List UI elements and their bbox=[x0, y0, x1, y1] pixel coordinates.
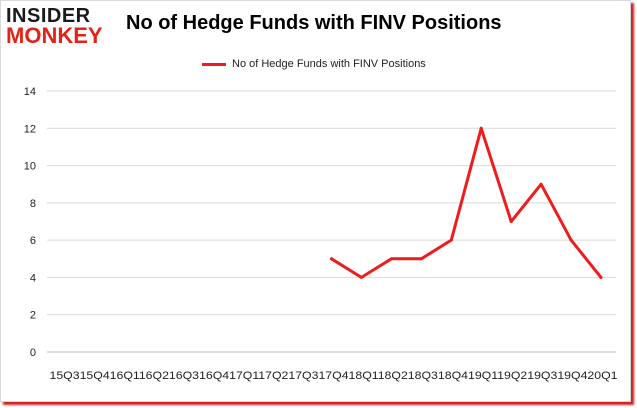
y-tick-label: 4 bbox=[30, 272, 36, 284]
chart-title: No of Hedge Funds with FINV Positions bbox=[126, 12, 502, 34]
data-point bbox=[569, 238, 573, 242]
legend-line-swatch bbox=[202, 62, 226, 66]
data-point bbox=[509, 220, 513, 223]
y-tick-label: 8 bbox=[30, 198, 36, 210]
x-axis-tick-labels: 15Q315Q416Q116Q216Q316Q417Q117Q217Q317Q4… bbox=[50, 370, 618, 382]
logo-top-text: INSIDER bbox=[6, 5, 91, 27]
grid-lines bbox=[47, 90, 616, 316]
legend-label: No of Hedge Funds with FINV Positions bbox=[232, 58, 426, 70]
data-point bbox=[359, 275, 363, 279]
series-line bbox=[330, 126, 603, 279]
data-point bbox=[539, 182, 543, 186]
y-tick-label: 2 bbox=[30, 310, 36, 322]
y-tick-label: 6 bbox=[30, 235, 36, 247]
y-tick-label: 0 bbox=[30, 347, 36, 359]
insider-monkey-logo: INSIDER MONKEY bbox=[6, 6, 118, 50]
data-point bbox=[479, 126, 483, 130]
chart-legend: No of Hedge Funds with FINV Positions bbox=[202, 56, 426, 72]
data-point bbox=[599, 275, 603, 279]
logo-bottom-text: MONKEY bbox=[6, 23, 103, 48]
data-point bbox=[330, 257, 333, 261]
y-tick-label: 10 bbox=[24, 161, 36, 173]
y-tick-label: 12 bbox=[24, 123, 36, 135]
y-tick-label: 14 bbox=[24, 86, 36, 98]
series-group bbox=[330, 126, 603, 279]
data-point bbox=[389, 257, 393, 261]
data-point bbox=[419, 257, 423, 261]
y-axis-ticks: 0 2 4 6 8 10 12 14 bbox=[24, 86, 36, 359]
data-point bbox=[449, 238, 453, 242]
